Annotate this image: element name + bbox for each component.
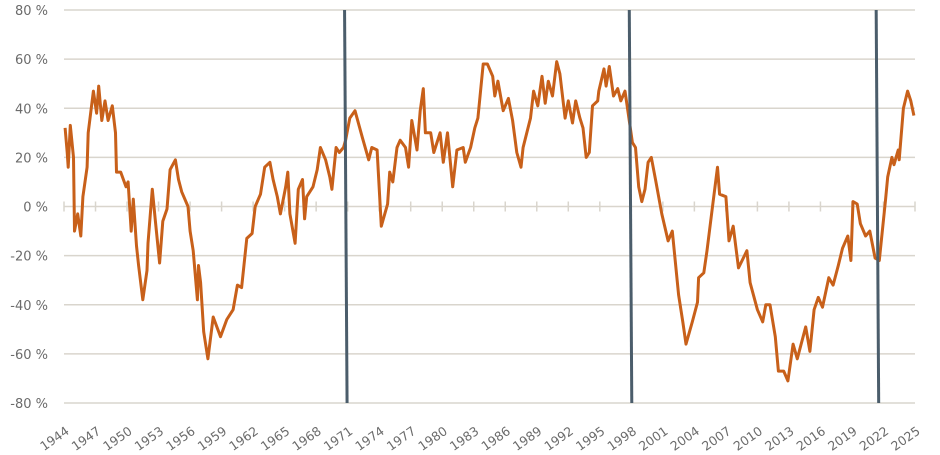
y-tick-label: -60 %: [10, 348, 48, 363]
x-tick-label: 1947: [69, 423, 104, 454]
x-tick-label: 1965: [258, 423, 293, 454]
x-tick-label: 1971: [321, 423, 356, 454]
x-tick-label: 1980: [415, 423, 450, 454]
vertical-marker-line: [627, 9, 634, 404]
x-tick-label: 2004: [667, 423, 702, 454]
vertical-marker-line: [343, 9, 349, 404]
x-tick-label: 1989: [510, 423, 545, 454]
y-tick-label: 40 %: [15, 102, 48, 117]
x-tick-label: 1986: [478, 423, 513, 454]
y-axis: 80 % 60 % 40 % 20 % 0 % -20 % -40 % -60 % -80 %: [10, 4, 48, 412]
x-tick-label: 1956: [163, 423, 198, 454]
x-tick-label: 1977: [384, 423, 419, 454]
series-layer: [63, 60, 916, 383]
vertical-marker-line: [874, 9, 881, 404]
x-tick-label: 1974: [352, 423, 387, 454]
x-tick-label: 2025: [888, 423, 923, 454]
y-tick-label: -80 %: [10, 397, 48, 412]
x-tick-label: 2001: [636, 423, 671, 454]
y-tick-label: 60 %: [15, 53, 48, 68]
x-tick-label: 1959: [195, 423, 230, 454]
x-tick-label: 1962: [226, 423, 261, 454]
x-tick-label: 1944: [37, 423, 72, 454]
x-tick-label: 2019: [825, 423, 860, 454]
x-tick-label: 1968: [289, 423, 324, 454]
x-tick-label: 1995: [573, 423, 608, 454]
y-tick-label: 20 %: [15, 151, 48, 166]
x-tick-label: 1983: [447, 423, 482, 454]
x-tick-label: 2022: [857, 423, 892, 454]
series-line: [63, 60, 916, 383]
x-tick-label: 1998: [604, 423, 639, 454]
y-tick-label: -20 %: [10, 250, 48, 265]
gridlines: [64, 9, 915, 404]
x-tick-label: 1953: [132, 423, 167, 454]
y-tick-label: 80 %: [15, 4, 48, 19]
x-tick-label: 2010: [730, 423, 765, 454]
vertical-markers: [343, 9, 881, 404]
x-tick-label: 2016: [794, 423, 829, 454]
y-tick-label: 0 %: [23, 201, 48, 216]
x-tick-label: 2007: [699, 423, 734, 454]
x-axis: 1944194719501953195619591962196519681971…: [37, 201, 923, 454]
x-tick-label: 1950: [100, 423, 135, 454]
y-tick-label: -40 %: [10, 299, 48, 314]
x-tick-label: 2013: [762, 423, 797, 454]
x-tick-label: 1992: [541, 423, 576, 454]
